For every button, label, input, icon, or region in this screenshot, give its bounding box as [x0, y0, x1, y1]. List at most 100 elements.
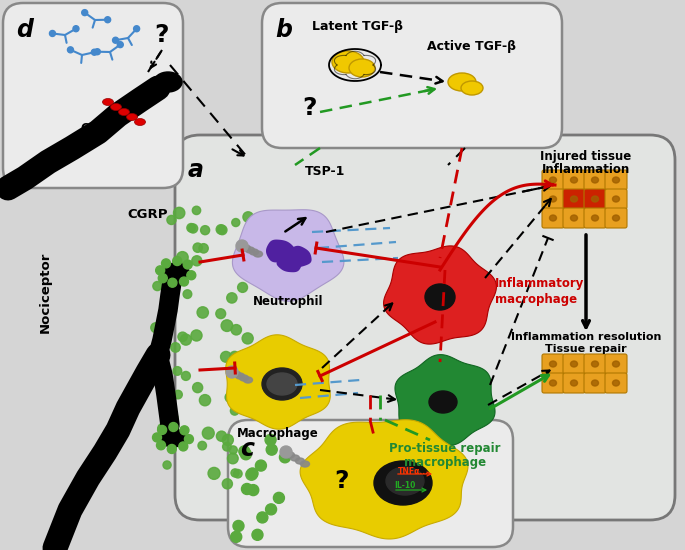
Circle shape — [201, 226, 210, 235]
Circle shape — [67, 47, 73, 53]
Circle shape — [279, 452, 290, 463]
Circle shape — [162, 259, 171, 268]
Circle shape — [232, 218, 240, 227]
Circle shape — [191, 330, 202, 341]
Ellipse shape — [374, 461, 432, 505]
Ellipse shape — [571, 196, 577, 202]
Ellipse shape — [301, 461, 310, 467]
Text: IL-10: IL-10 — [395, 481, 416, 490]
Circle shape — [168, 278, 177, 287]
Text: Inflammatory: Inflammatory — [495, 277, 584, 290]
Ellipse shape — [253, 251, 262, 257]
Circle shape — [225, 392, 235, 402]
Text: Nociceptor: Nociceptor — [38, 252, 51, 333]
Text: a: a — [188, 158, 204, 182]
Circle shape — [158, 424, 168, 433]
Circle shape — [241, 242, 251, 252]
FancyBboxPatch shape — [563, 208, 585, 228]
Circle shape — [158, 274, 167, 283]
FancyBboxPatch shape — [584, 208, 606, 228]
Circle shape — [187, 223, 195, 232]
Circle shape — [91, 49, 97, 55]
Text: Neutrophil: Neutrophil — [253, 295, 323, 308]
Circle shape — [223, 434, 234, 446]
Circle shape — [226, 366, 238, 378]
Ellipse shape — [243, 377, 253, 383]
Ellipse shape — [119, 108, 129, 116]
Circle shape — [112, 37, 119, 43]
Circle shape — [199, 394, 210, 406]
Ellipse shape — [448, 73, 476, 91]
Circle shape — [257, 512, 268, 523]
Ellipse shape — [425, 284, 455, 310]
Circle shape — [239, 446, 250, 457]
Ellipse shape — [262, 368, 302, 400]
Ellipse shape — [571, 177, 577, 183]
Ellipse shape — [236, 373, 245, 379]
FancyBboxPatch shape — [228, 420, 513, 547]
Circle shape — [266, 504, 277, 515]
Polygon shape — [266, 240, 296, 262]
Ellipse shape — [249, 249, 258, 255]
Text: ?: ? — [155, 23, 169, 47]
Circle shape — [197, 307, 208, 318]
Circle shape — [167, 216, 176, 224]
Ellipse shape — [103, 98, 114, 106]
Circle shape — [173, 256, 182, 266]
Circle shape — [179, 442, 188, 451]
Circle shape — [227, 453, 238, 464]
Circle shape — [223, 442, 232, 451]
Ellipse shape — [549, 361, 556, 367]
Circle shape — [153, 433, 162, 442]
Circle shape — [233, 520, 244, 531]
Circle shape — [180, 426, 189, 435]
Circle shape — [216, 309, 225, 318]
Circle shape — [178, 332, 187, 342]
FancyBboxPatch shape — [542, 189, 564, 209]
Circle shape — [243, 212, 253, 222]
FancyBboxPatch shape — [542, 373, 564, 393]
Circle shape — [156, 441, 166, 450]
Ellipse shape — [240, 375, 249, 381]
Circle shape — [236, 375, 247, 387]
Ellipse shape — [560, 182, 612, 226]
Ellipse shape — [429, 391, 457, 413]
Circle shape — [187, 271, 196, 280]
Circle shape — [216, 225, 225, 234]
Circle shape — [105, 16, 111, 23]
Circle shape — [221, 320, 233, 332]
Ellipse shape — [245, 247, 255, 253]
Ellipse shape — [592, 361, 599, 367]
Polygon shape — [384, 246, 497, 344]
Circle shape — [231, 324, 242, 335]
FancyBboxPatch shape — [3, 3, 183, 188]
FancyBboxPatch shape — [563, 170, 585, 190]
Circle shape — [171, 343, 180, 352]
Ellipse shape — [592, 196, 599, 202]
Ellipse shape — [267, 373, 297, 395]
Ellipse shape — [232, 371, 240, 377]
Circle shape — [199, 244, 208, 253]
Circle shape — [134, 26, 140, 32]
FancyBboxPatch shape — [584, 373, 606, 393]
FancyBboxPatch shape — [542, 208, 564, 228]
Circle shape — [49, 30, 55, 36]
Circle shape — [221, 351, 232, 362]
Ellipse shape — [592, 380, 599, 386]
Text: macrophage: macrophage — [495, 293, 577, 306]
Text: CGRP: CGRP — [127, 208, 169, 221]
FancyBboxPatch shape — [605, 189, 627, 209]
Circle shape — [151, 323, 161, 333]
Circle shape — [117, 42, 123, 48]
Circle shape — [173, 367, 182, 375]
Circle shape — [153, 282, 162, 290]
Circle shape — [173, 207, 185, 218]
Text: TNFα...: TNFα... — [397, 467, 429, 476]
Circle shape — [193, 243, 202, 252]
Circle shape — [247, 468, 258, 479]
Circle shape — [280, 446, 292, 458]
Circle shape — [240, 449, 251, 460]
Circle shape — [229, 351, 240, 361]
Ellipse shape — [386, 467, 424, 495]
Circle shape — [174, 390, 182, 399]
